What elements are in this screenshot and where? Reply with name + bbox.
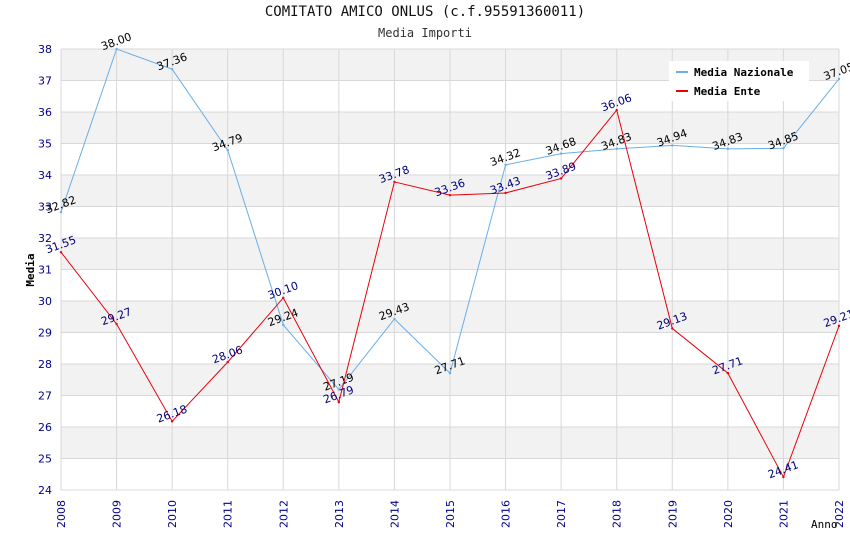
legend-label: Media Nazionale [694,66,794,79]
data-point [615,108,618,112]
data-point [393,180,396,184]
data-point [115,47,118,51]
y-tick-label: 24 [38,484,52,497]
y-tick-label: 26 [38,421,52,434]
x-tick-label: 2011 [222,500,235,528]
data-point [837,324,841,328]
data-point [282,296,285,300]
data-point [782,475,785,479]
data-point [559,152,563,155]
y-tick-label: 34 [38,169,52,182]
data-point [170,67,174,71]
x-tick-label: 2015 [444,500,457,528]
x-tick-label: 2019 [666,500,679,528]
x-tick-label: 2020 [722,500,735,528]
x-tick-label: 2021 [777,500,790,528]
data-point [170,420,174,423]
data-point [504,163,507,167]
y-tick-label: 38 [38,43,52,56]
x-tick-label: 2012 [277,500,290,528]
data-point [559,177,563,180]
y-tick-label: 27 [38,390,52,403]
data-point [59,250,63,254]
x-axis-label: Anno [811,518,838,531]
data-point [448,371,452,375]
data-point [726,371,730,375]
x-tick-label: 2022 [833,500,846,528]
y-tick-label: 30 [38,295,52,308]
y-axis-label: Media [24,253,37,286]
y-tick-label: 36 [38,106,52,119]
data-point [726,147,730,151]
data-point [393,317,396,321]
x-tick-label: 2018 [611,500,624,528]
data-point [226,148,229,152]
data-point [837,77,841,81]
y-tick-label: 25 [38,453,52,466]
y-tick-label: 29 [38,327,52,340]
y-tick-label: 35 [38,138,52,151]
y-tick-label: 32 [38,232,52,245]
data-point [226,360,229,364]
y-tick-label: 31 [38,264,52,277]
data-point [671,327,674,330]
data-point [337,388,341,391]
x-tick-label: 2008 [55,500,68,528]
x-tick-label: 2016 [500,500,513,528]
y-tick-label: 37 [38,75,52,88]
legend-label: Media Ente [694,85,761,98]
x-tick-label: 2014 [388,500,401,528]
x-tick-label: 2010 [166,500,179,528]
data-point [504,191,507,195]
data-point [59,210,63,214]
x-tick-label: 2009 [111,500,124,528]
x-tick-label: 2017 [555,500,568,528]
x-tick-label: 2013 [333,500,346,528]
legend-box [669,61,809,101]
data-point [615,147,618,151]
data-point [671,144,674,147]
data-point [282,323,285,327]
data-point [337,400,341,404]
y-tick-label: 28 [38,358,52,371]
data-point [448,193,452,197]
data-point [782,147,785,150]
y-tick-label: 33 [38,201,52,214]
chart-title: COMITATO AMICO ONLUS (c.f.95591360011) [264,4,586,20]
chart-subtitle: Media Importi [378,26,472,40]
data-point [115,322,118,326]
